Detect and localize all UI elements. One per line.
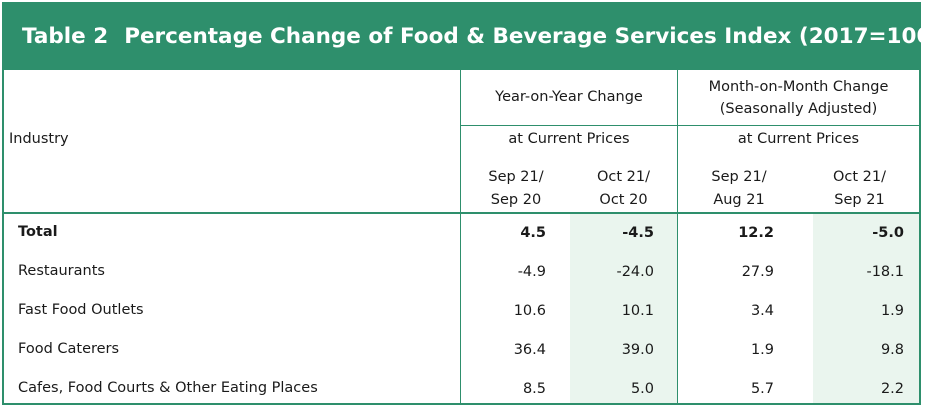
header-yoy-title: Year-on-Year Change bbox=[495, 89, 643, 105]
header-period-3: Sep 21/ Aug 21 bbox=[678, 166, 800, 212]
row-label-cafes: Cafes, Food Courts & Other Eating Places bbox=[18, 380, 318, 396]
cell-caterers-mom-oct: 9.8 bbox=[880, 342, 904, 358]
cell-caterers-yoy-oct: 39.0 bbox=[621, 342, 654, 358]
tint-column-oct-mom bbox=[813, 213, 919, 403]
header-period-1-line2: Sep 20 bbox=[490, 192, 542, 208]
tint-column-oct-yoy bbox=[570, 213, 677, 403]
table-title: Table 2 Percentage Change of Food & Bever… bbox=[4, 4, 927, 70]
row-label-food-caterers: Food Caterers bbox=[18, 341, 120, 357]
header-period-3-line2: Aug 21 bbox=[713, 192, 765, 208]
cell-cafes-mom-sep: 5.7 bbox=[750, 381, 774, 397]
cell-restaurants-mom-sep: 27.9 bbox=[741, 264, 774, 280]
header-period-4: Oct 21/ Sep 21 bbox=[800, 166, 919, 212]
divider-industry bbox=[460, 70, 461, 403]
header-period-2: Oct 21/ Oct 20 bbox=[570, 166, 677, 212]
cell-total-mom-sep: 12.2 bbox=[738, 225, 774, 241]
header-period-1: Sep 21/ Sep 20 bbox=[461, 166, 571, 212]
cell-caterers-yoy-sep: 36.4 bbox=[513, 342, 546, 358]
row-label-restaurants: Restaurants bbox=[18, 263, 105, 279]
cell-fast-food-yoy-oct: 10.1 bbox=[621, 303, 654, 319]
header-period-1-line1: Sep 21/ bbox=[488, 169, 544, 185]
cell-caterers-mom-sep: 1.9 bbox=[750, 342, 774, 358]
header-period-4-line2: Sep 21 bbox=[834, 192, 885, 208]
table-number: Table 2 bbox=[22, 24, 109, 49]
header-yoy-basis: at Current Prices bbox=[508, 131, 630, 147]
cell-fast-food-mom-oct: 1.9 bbox=[880, 303, 904, 319]
header-period-2-line2: Oct 20 bbox=[599, 192, 648, 208]
cell-cafes-yoy-sep: 8.5 bbox=[522, 381, 546, 397]
cell-total-yoy-oct: -4.5 bbox=[622, 225, 654, 241]
header-mom-title-line1: Month-on-Month Change bbox=[708, 79, 889, 95]
header-period-3-line1: Sep 21/ bbox=[711, 169, 767, 185]
table-title-text: Percentage Change of Food & Beverage Ser… bbox=[124, 24, 927, 49]
cell-cafes-yoy-oct: 5.0 bbox=[630, 381, 654, 397]
header-industry: Industry bbox=[9, 131, 69, 147]
header-mom-title-line2: (Seasonally Adjusted) bbox=[719, 101, 878, 117]
cell-total-yoy-sep: 4.5 bbox=[520, 225, 546, 241]
cell-total-mom-oct: -5.0 bbox=[872, 225, 904, 241]
header-period-4-line1: Oct 21/ bbox=[832, 169, 886, 185]
divider-basis bbox=[461, 125, 919, 126]
cell-fast-food-mom-sep: 3.4 bbox=[750, 303, 774, 319]
header-mom-basis: at Current Prices bbox=[737, 131, 860, 147]
cell-cafes-mom-oct: 2.2 bbox=[880, 381, 904, 397]
cell-restaurants-yoy-sep: -4.9 bbox=[517, 264, 546, 280]
divider-yoy-mom bbox=[677, 70, 678, 403]
cell-fast-food-yoy-sep: 10.6 bbox=[513, 303, 546, 319]
row-label-total: Total bbox=[18, 224, 58, 240]
row-label-fast-food: Fast Food Outlets bbox=[18, 302, 144, 318]
divider-header-body bbox=[4, 212, 919, 214]
cell-restaurants-yoy-oct: -24.0 bbox=[616, 264, 654, 280]
cell-restaurants-mom-oct: -18.1 bbox=[866, 264, 904, 280]
header-period-2-line1: Oct 21/ bbox=[596, 169, 650, 185]
